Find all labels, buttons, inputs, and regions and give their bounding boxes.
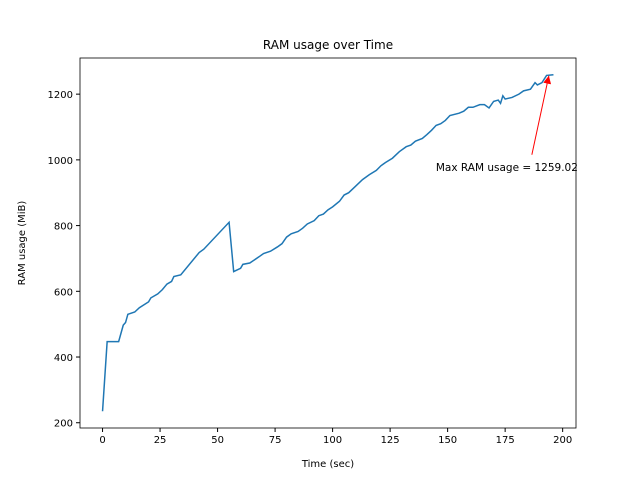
x-tick-label: 100 bbox=[323, 435, 342, 446]
y-tick-label: 600 bbox=[54, 287, 73, 298]
annotation-text: Max RAM usage = 1259.02 bbox=[436, 162, 578, 174]
x-tick-label: 50 bbox=[211, 435, 224, 446]
y-tick-label: 1000 bbox=[48, 156, 73, 167]
x-tick-label: 25 bbox=[154, 435, 167, 446]
y-tick-label: 1200 bbox=[48, 90, 73, 101]
chart-title: RAM usage over Time bbox=[263, 38, 393, 52]
plot-frame bbox=[79, 57, 577, 429]
x-tick-label: 200 bbox=[553, 435, 572, 446]
y-axis-label: RAM usage (MiB) bbox=[17, 201, 28, 286]
annotation-arrow bbox=[531, 75, 552, 155]
data-line bbox=[101, 74, 554, 412]
y-tick-label: 200 bbox=[54, 419, 73, 430]
x-tick-label: 125 bbox=[381, 435, 400, 446]
y-tick-label: 400 bbox=[54, 353, 73, 364]
x-tick-label: 175 bbox=[496, 435, 515, 446]
x-tick-label: 75 bbox=[269, 435, 282, 446]
x-axis-label: Time (sec) bbox=[301, 459, 354, 470]
x-tick-label: 0 bbox=[99, 435, 105, 446]
y-tick-label: 800 bbox=[54, 222, 73, 233]
x-tick-label: 150 bbox=[438, 435, 457, 446]
